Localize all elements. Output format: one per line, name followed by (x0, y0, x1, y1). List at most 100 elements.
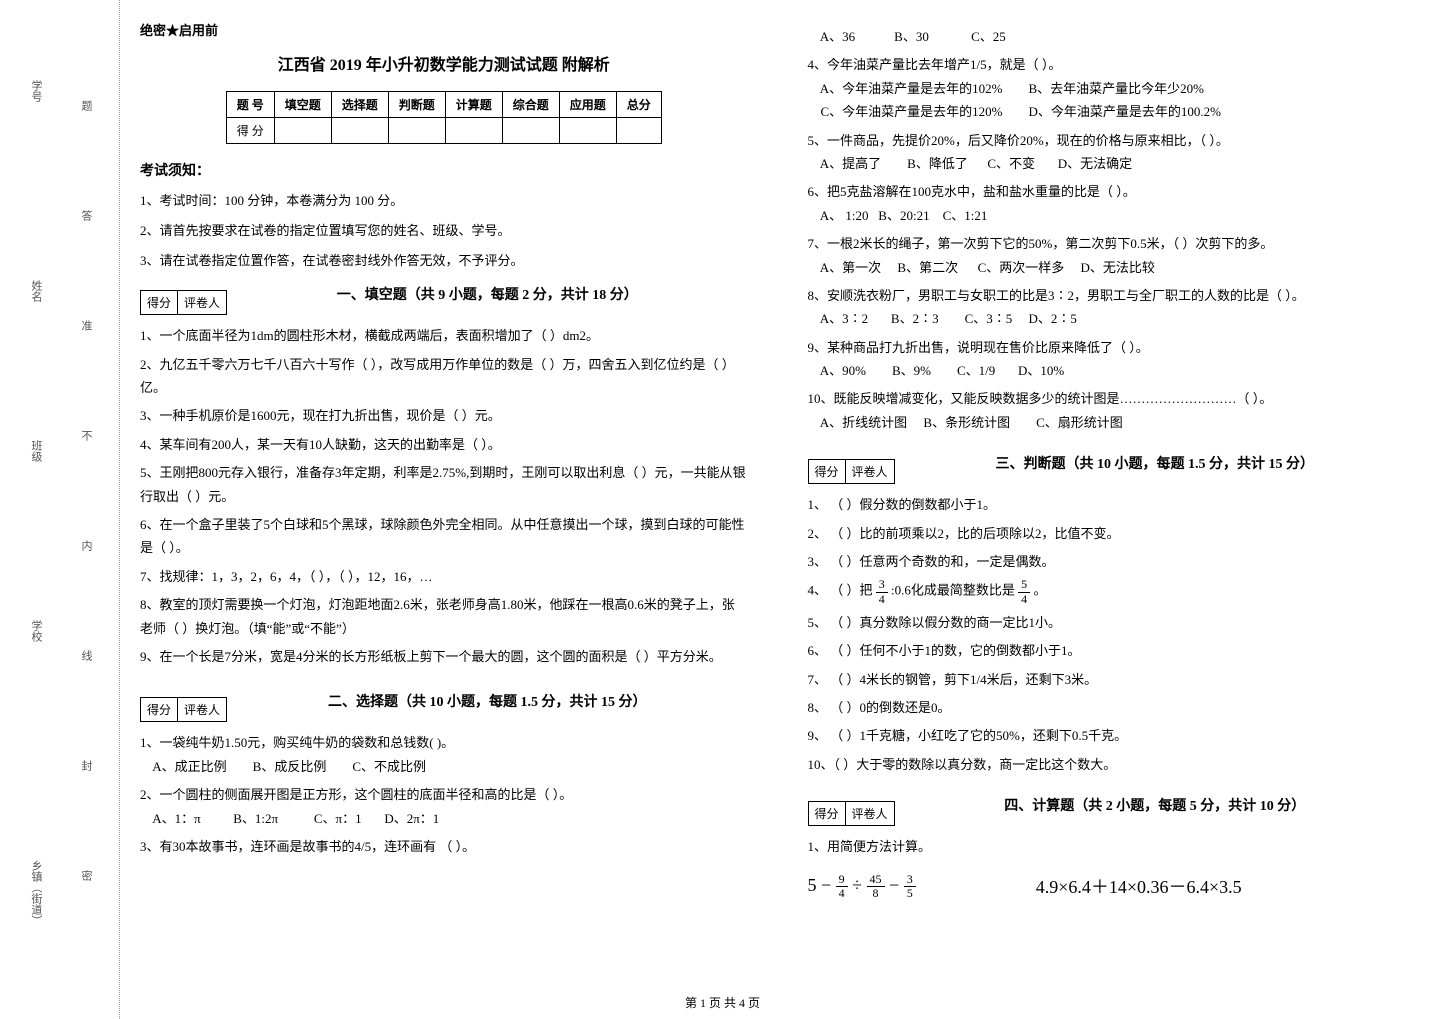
s2-q5-stem: 5、一件商品，先提价20%，后又降价20%，现在的价格与原来相比，（ ）。 (808, 129, 1416, 152)
right-column: A、36 B、30 C、25 4、今年油菜产量比去年增产1/5，就是（ ）。 A… (798, 20, 1426, 979)
s3-q5: 5、 （ ）真分数除以假分数的商一定比1小。 (808, 611, 1416, 634)
score-table: 题 号 填空题 选择题 判断题 计算题 综合题 应用题 总分 得 分 (226, 91, 662, 144)
s1-q9: 9、在一个长是7分米，宽是4分米的长方形纸板上剪下一个最大的圆，这个圆的面积是（… (140, 645, 748, 668)
s2-q4: 4、今年油菜产量比去年增产1/5，就是（ ）。 A、今年油菜产量是去年的102%… (808, 53, 1416, 123)
section1-scorebox: 得分 评卷人 (140, 290, 227, 315)
s2-q1-opts: A、成正比例 B、成反比例 C、不成比例 (140, 755, 748, 778)
s2-q10-stem: 10、既能反映增减变化，又能反映数据多少的统计图是………………………（ ）。 (808, 387, 1416, 410)
s2-q1: 1、一袋纯牛奶1.50元，购买纯牛奶的袋数和总钱数( )。 A、成正比例 B、成… (140, 731, 748, 778)
section3-title: 三、判断题（共 10 小题，每题 1.5 分，共计 15 分） (895, 453, 1415, 473)
score-h-6: 应用题 (559, 92, 616, 118)
s2-q5-opts: A、提高了 B、降低了 C、不变 D、无法确定 (808, 152, 1416, 175)
s3-q6: 6、 （ ）任何不小于1的数，它的倒数都小于1。 (808, 639, 1416, 662)
sidebar-field-2: 学校 (28, 620, 44, 642)
page-content: 绝密★启用前 江西省 2019 年小升初数学能力测试试题 附解析 题 号 填空题… (130, 20, 1425, 979)
score-value-row: 得 分 (226, 118, 661, 144)
score-h-2: 选择题 (331, 92, 388, 118)
section4-scorebox: 得分 评卷人 (808, 801, 895, 826)
s2-q7-stem: 7、一根2米长的绳子，第一次剪下它的50%，第二次剪下0.5米，（ ）次剪下的多… (808, 232, 1416, 255)
seal-5: 不 (78, 430, 94, 441)
calc-1: 5 − 94 ÷ 458 − 35 (808, 873, 916, 900)
score-h-5: 综合题 (502, 92, 559, 118)
score-r-5 (502, 118, 559, 144)
seal-2: 封 (78, 760, 94, 771)
s1-q4: 4、某车间有200人，某一天有10人缺勤，这天的出勤率是（ ）。 (140, 433, 748, 456)
score-r-0: 得 分 (226, 118, 274, 144)
notice-2: 2、请首先按要求在试卷的指定位置填写您的姓名、班级、学号。 (140, 220, 748, 242)
binding-sidebar: 学号 姓名 班级 学校 乡镇（街道） 题 答 准 不 内 线 封 密 (0, 0, 120, 1019)
score-h-7: 总分 (616, 92, 661, 118)
s2-q2: 2、一个圆柱的侧面展开图是正方形，这个圆柱的底面半径和高的比是（ ）。 A、1：… (140, 783, 748, 830)
s2-q8-opts: A、3∶2 B、2∶3 C、3∶5 D、2∶5 (808, 307, 1416, 330)
s2-q9-opts: A、90% B、9% C、1/9 D、10% (808, 359, 1416, 382)
s2-q2-opts: A、1：π B、1:2π C、π：1 D、2π：1 (140, 807, 748, 830)
page-footer: 第 1 页 共 4 页 (0, 994, 1445, 1011)
seal-8: 题 (78, 100, 94, 111)
s2-q7: 7、一根2米长的绳子，第一次剪下它的50%，第二次剪下0.5米，（ ）次剪下的多… (808, 232, 1416, 279)
scorebox-grader: 评卷人 (178, 291, 226, 314)
s2-q9-stem: 9、某种商品打九折出售，说明现在售价比原来降低了（ ）。 (808, 336, 1416, 359)
score-header-row: 题 号 填空题 选择题 判断题 计算题 综合题 应用题 总分 (226, 92, 661, 118)
scorebox-score-3: 得分 (809, 460, 846, 483)
notice-header: 考试须知： (140, 160, 748, 180)
notice-1: 1、考试时间：100 分钟，本卷满分为 100 分。 (140, 190, 748, 212)
s2-q6-stem: 6、把5克盐溶解在100克水中，盐和盐水重量的比是（ ）。 (808, 180, 1416, 203)
section2-title: 二、选择题（共 10 小题，每题 1.5 分，共计 15 分） (227, 691, 747, 711)
score-h-3: 判断题 (388, 92, 445, 118)
score-r-1 (274, 118, 331, 144)
s3-q4: 4、 （ ）把 34 :0.6化成最简整数比是 54 。 (808, 578, 1416, 605)
scorebox-score-4: 得分 (809, 802, 846, 825)
s2-q10-opts: A、折线统计图 B、条形统计图 C、扇形统计图 (808, 411, 1416, 434)
score-r-3 (388, 118, 445, 144)
secret-label: 绝密★启用前 (140, 20, 748, 39)
s2-q9: 9、某种商品打九折出售，说明现在售价比原来降低了（ ）。 A、90% B、9% … (808, 336, 1416, 383)
s1-q8: 8、教室的顶灯需要换一个灯泡，灯泡距地面2.6米，张老师身高1.80米，他踩在一… (140, 593, 748, 640)
seal-1: 密 (78, 870, 94, 881)
sidebar-field-1: 乡镇（街道） (28, 860, 44, 926)
s3-q8: 8、 （ ）0的倒数还是0。 (808, 696, 1416, 719)
s2-q8-stem: 8、安顺洗衣粉厂，男职工与女职工的比是3∶2，男职工与全厂职工的人数的比是（ ）… (808, 284, 1416, 307)
score-r-2 (331, 118, 388, 144)
s2-q1-stem: 1、一袋纯牛奶1.50元，购买纯牛奶的袋数和总钱数( )。 (140, 731, 748, 754)
s1-q6: 6、在一个盒子里装了5个白球和5个黑球，球除颜色外完全相同。从中任意摸出一个球，… (140, 513, 748, 560)
s1-q3: 3、一种手机原价是1600元，现在打九折出售，现价是（ ）元。 (140, 404, 748, 427)
s2-q10: 10、既能反映增减变化，又能反映数据多少的统计图是………………………（ ）。 A… (808, 387, 1416, 434)
exam-title: 江西省 2019 年小升初数学能力测试试题 附解析 (140, 51, 748, 75)
section4-title: 四、计算题（共 2 小题，每题 5 分，共计 10 分） (895, 795, 1415, 815)
s2-q3: 3、有30本故事书，连环画是故事书的4/5，连环画有 （ ）。 (140, 835, 748, 858)
seal-6: 准 (78, 320, 94, 331)
s2-q4-opts: A、今年油菜产量是去年的102% B、去年油菜产量比今年少20% C、今年油菜产… (808, 77, 1416, 124)
s2-q6: 6、把5克盐溶解在100克水中，盐和盐水重量的比是（ ）。 A、 1:20 B、… (808, 180, 1416, 227)
left-column: 绝密★启用前 江西省 2019 年小升初数学能力测试试题 附解析 题 号 填空题… (130, 20, 758, 979)
s1-q5: 5、王刚把800元存入银行，准备存3年定期，利率是2.75%,到期时，王刚可以取… (140, 461, 748, 508)
s2-q3-opts: A、36 B、30 C、25 (808, 25, 1416, 48)
score-r-7 (616, 118, 661, 144)
notice-3: 3、请在试卷指定位置作答，在试卷密封线外作答无效，不予评分。 (140, 250, 748, 272)
scorebox-score: 得分 (141, 291, 178, 314)
section2-scorebox: 得分 评卷人 (140, 697, 227, 722)
s2-q6-opts: A、 1:20 B、20:21 C、1:21 (808, 204, 1416, 227)
scorebox-grader-3: 评卷人 (846, 460, 894, 483)
sidebar-field-3: 班级 (28, 440, 44, 462)
s2-q3-stem: 3、有30本故事书，连环画是故事书的4/5，连环画有 （ ）。 (140, 835, 748, 858)
score-h-4: 计算题 (445, 92, 502, 118)
sidebar-field-4: 姓名 (28, 280, 44, 302)
s2-q7-opts: A、第一次 B、第二次 C、两次一样多 D、无法比较 (808, 256, 1416, 279)
scorebox-grader-4: 评卷人 (846, 802, 894, 825)
section3-scorebox: 得分 评卷人 (808, 459, 895, 484)
s2-q5: 5、一件商品，先提价20%，后又降价20%，现在的价格与原来相比，（ ）。 A、… (808, 129, 1416, 176)
s3-q1: 1、 （ ）假分数的倒数都小于1。 (808, 493, 1416, 516)
score-h-0: 题 号 (226, 92, 274, 118)
s3-q3: 3、 （ ）任意两个奇数的和，一定是偶数。 (808, 550, 1416, 573)
calc-row: 5 − 94 ÷ 458 − 35 4.9×6.4＋14×0.36－6.4×3.… (808, 873, 1416, 900)
scorebox-grader-2: 评卷人 (178, 698, 226, 721)
s2-q2-stem: 2、一个圆柱的侧面展开图是正方形，这个圆柱的底面半径和高的比是（ ）。 (140, 783, 748, 806)
seal-3: 线 (78, 650, 94, 661)
score-h-1: 填空题 (274, 92, 331, 118)
s3-q2: 2、 （ ）比的前项乘以2，比的后项除以2，比值不变。 (808, 522, 1416, 545)
s1-q7: 7、找规律：1，3，2，6，4，（ ），（ ），12，16，… (140, 565, 748, 588)
score-r-6 (559, 118, 616, 144)
seal-7: 答 (78, 210, 94, 221)
s1-q2: 2、九亿五千零六万七千八百六十写作（ ），改写成用万作单位的数是（ ）万，四舍五… (140, 353, 748, 400)
s2-q8: 8、安顺洗衣粉厂，男职工与女职工的比是3∶2，男职工与全厂职工的人数的比是（ ）… (808, 284, 1416, 331)
